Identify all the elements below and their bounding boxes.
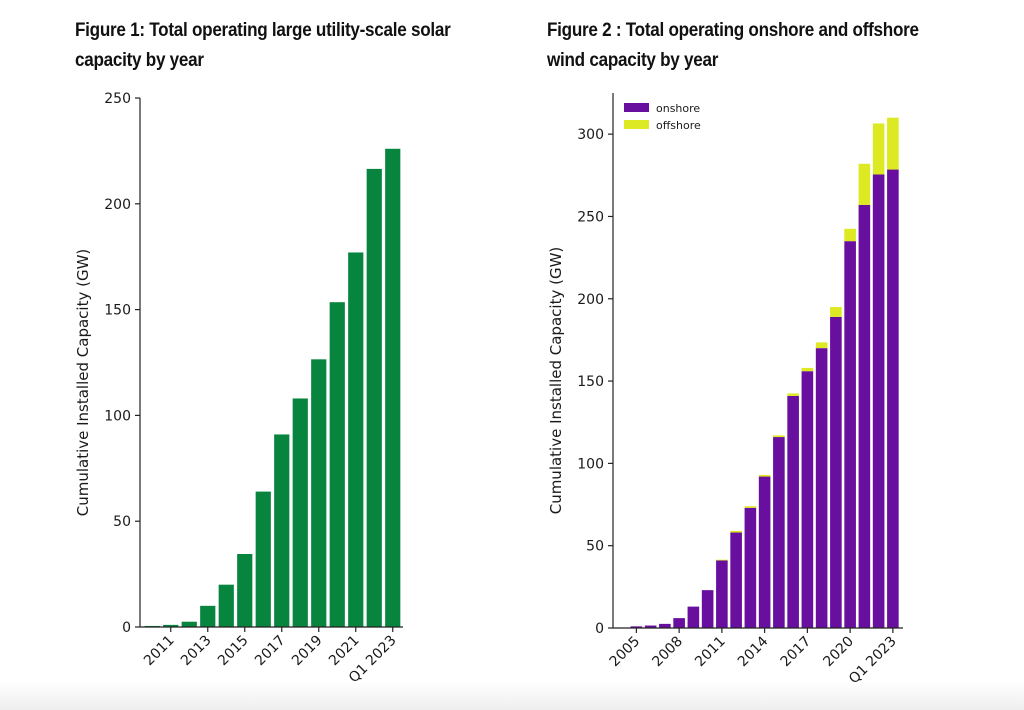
x-tick-label: 2013 xyxy=(178,633,215,670)
bar-2020 xyxy=(329,302,345,627)
bar-onshore-2015 xyxy=(773,437,785,628)
bar-onshore-2007 xyxy=(659,623,671,628)
bar-2017 xyxy=(274,434,290,627)
bar-onshore-2011 xyxy=(716,560,728,628)
bar-2022 xyxy=(366,168,382,627)
y-tick-label: 250 xyxy=(104,91,131,107)
y-tick-label: 50 xyxy=(113,514,131,530)
bottom-fade xyxy=(0,682,1024,710)
bar-2012 xyxy=(181,621,197,627)
legend-label-onshore: onshore xyxy=(656,102,700,115)
x-tick-label: 2019 xyxy=(289,633,326,670)
y-tick-label: 100 xyxy=(577,456,604,472)
bar-onshore-2013 xyxy=(744,507,757,628)
bar-offshore-2018 xyxy=(815,342,828,349)
bar-onshore-Q1-2023 xyxy=(887,169,899,629)
bar-onshore-2021 xyxy=(858,204,871,628)
bar-onshore-2019 xyxy=(830,316,842,628)
x-tick-label: 2008 xyxy=(649,634,686,671)
bar-2019 xyxy=(311,359,327,627)
bar-offshore-2014 xyxy=(758,474,771,477)
chart-2: 0 50 100 150 200 250 300 2005 2008 2011 2014 2017 20… xyxy=(547,93,903,687)
bar-offshore-2016 xyxy=(787,393,799,396)
y-tick-label: 150 xyxy=(577,374,604,390)
x-tick-label: 2020 xyxy=(820,634,857,671)
x-tick-label: 2011 xyxy=(141,633,178,670)
bar-offshore-2013 xyxy=(744,506,757,508)
x-tick-label: 2014 xyxy=(735,633,772,670)
bar-Q1-2023 xyxy=(385,148,401,627)
bar-offshore-2017 xyxy=(801,367,814,372)
bar-onshore-2006 xyxy=(644,625,657,628)
bar-onshore-2008 xyxy=(673,618,685,628)
legend-label-offshore: offshore xyxy=(656,119,701,132)
bar-2018 xyxy=(292,398,308,627)
x-tick-label: Q1 2023 xyxy=(846,634,900,688)
y-axis-label: Cumulative Installed Capacity (GW) xyxy=(74,249,92,517)
bar-offshore-2020 xyxy=(844,228,856,242)
x-tick-label: 2017 xyxy=(252,633,289,670)
bar-onshore-2022 xyxy=(872,174,885,629)
y-tick-label: 300 xyxy=(577,127,604,143)
bar-onshore-2018 xyxy=(815,348,828,628)
bar-2014 xyxy=(218,584,234,627)
bar-2016 xyxy=(255,491,271,627)
bar-offshore-2015 xyxy=(773,435,785,438)
y-tick-label: 200 xyxy=(577,292,604,308)
x-tick-label: 2015 xyxy=(215,633,252,670)
bar-2015 xyxy=(237,554,253,627)
y-tick-label: 0 xyxy=(595,621,604,637)
x-tick-label: 2017 xyxy=(778,634,815,671)
bar-offshore-2012 xyxy=(730,530,742,533)
bar-onshore-2005 xyxy=(630,626,643,628)
bar-onshore-2017 xyxy=(801,371,814,628)
x-tick-label: 2011 xyxy=(692,634,729,671)
bar-onshore-2014 xyxy=(758,476,771,628)
bar-offshore-2019 xyxy=(830,307,842,317)
figure-2-title: Figure 2 : Total operating onshore and o… xyxy=(547,20,919,71)
bar-2021 xyxy=(348,252,364,627)
y-axis-label: Cumulative Installed Capacity (GW) xyxy=(547,247,565,515)
y-tick-label: 50 xyxy=(586,539,604,555)
bar-onshore-2016 xyxy=(787,395,799,628)
bar-onshore-2020 xyxy=(844,241,856,628)
legend-swatch-onshore xyxy=(624,103,649,112)
y-tick-label: 250 xyxy=(577,209,604,225)
bar-offshore-Q1-2023 xyxy=(887,117,899,170)
y-tick-label: 200 xyxy=(104,197,131,213)
y-tick-label: 150 xyxy=(104,303,131,319)
y-tick-label: 100 xyxy=(104,408,131,424)
bar-offshore-2011 xyxy=(716,559,728,561)
legend-swatch-offshore xyxy=(624,120,649,129)
figure-1-title: Figure 1: Total operating large utility-… xyxy=(75,20,451,71)
bar-onshore-2009 xyxy=(687,606,700,628)
bar-onshore-2010 xyxy=(701,590,714,628)
y-tick-label: 0 xyxy=(122,620,131,636)
x-tick-label: 2005 xyxy=(607,634,644,671)
bar-2011 xyxy=(163,624,179,627)
bar-offshore-2022 xyxy=(872,123,885,175)
bar-onshore-2012 xyxy=(730,532,742,628)
bar-offshore-2021 xyxy=(858,163,871,205)
bar-2013 xyxy=(200,605,216,627)
legend: onshore offshore xyxy=(624,102,701,132)
